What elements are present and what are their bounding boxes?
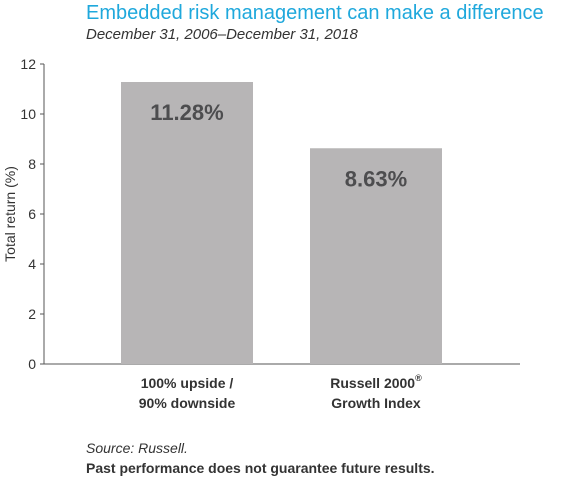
y-tick-label: 0 [28, 356, 36, 372]
y-tick-label: 12 [20, 56, 36, 72]
y-tick-label: 4 [28, 256, 36, 272]
category-label-1-line2: 90% downside [138, 395, 236, 411]
y-tick-label: 2 [28, 306, 36, 322]
source-note: Source: Russell. [86, 440, 188, 456]
category-label-1: 100% upside / 90% downside [107, 373, 267, 413]
bar-value-label: 11.28% [150, 100, 223, 125]
bar-chart: 0 2 4 6 8 10 12 Total return (%) 11.28% 8.63% [2, 56, 520, 372]
category-label-2-line2: Growth Index [331, 395, 421, 411]
disclaimer: Past performance does not guarantee futu… [86, 460, 435, 476]
category-label-2: Russell 2000® Growth Index [296, 373, 456, 413]
category-label-2-line1: Russell 2000® [296, 373, 456, 393]
category-label-1-line1: 100% upside / [140, 375, 234, 391]
y-axis-label: Total return (%) [2, 166, 18, 262]
bar [121, 82, 253, 364]
y-tick-label: 6 [28, 206, 36, 222]
chart-title: Embedded risk management can make a diff… [86, 2, 544, 24]
y-tick-label: 10 [20, 106, 36, 122]
category-label-2-text: Russell 2000 [330, 375, 416, 391]
chart-subtitle: December 31, 2006–December 31, 2018 [86, 26, 358, 43]
bar-value-label: 8.63% [345, 166, 407, 191]
registered-mark: ® [415, 373, 422, 383]
bar [310, 148, 442, 364]
y-tick-label: 8 [28, 156, 36, 172]
